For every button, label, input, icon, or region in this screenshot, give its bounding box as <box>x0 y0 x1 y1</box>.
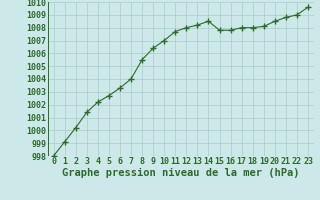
X-axis label: Graphe pression niveau de la mer (hPa): Graphe pression niveau de la mer (hPa) <box>62 168 300 178</box>
